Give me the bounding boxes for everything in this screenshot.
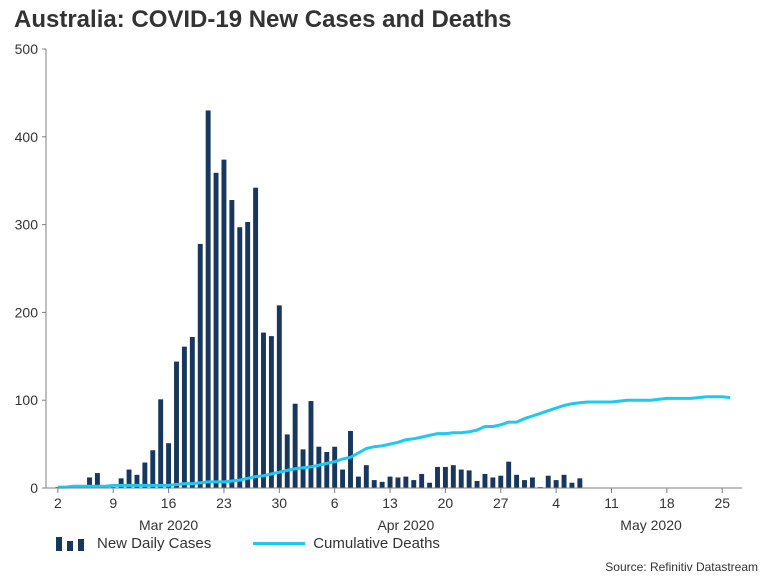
legend-item-deaths: Cumulative Deaths bbox=[253, 535, 440, 552]
y-tick-label: 200 bbox=[15, 304, 39, 320]
cases-bar bbox=[253, 187, 259, 488]
cases-bar bbox=[166, 443, 172, 488]
cases-bar bbox=[87, 477, 92, 488]
cases-bar bbox=[395, 477, 401, 488]
cases-bar bbox=[458, 469, 464, 488]
cases-bar bbox=[229, 200, 235, 489]
cases-bar bbox=[276, 305, 282, 488]
cases-bar bbox=[561, 474, 567, 488]
cases-bar bbox=[529, 477, 535, 488]
cases-bar bbox=[126, 469, 132, 488]
y-tick-label: 400 bbox=[15, 129, 39, 145]
cases-bar bbox=[284, 434, 290, 488]
x-tick-label: 20 bbox=[438, 495, 454, 511]
deaths-line bbox=[57, 395, 731, 489]
x-tick-label: 11 bbox=[604, 495, 619, 511]
cases-bar bbox=[181, 346, 187, 488]
x-axis: 2 9 16 23 30 6 13 20 27 4 11 18 25 Mar 2020 Apr 2020 Ma… bbox=[46, 487, 742, 533]
chart-title: Australia: COVID-19 New Cases and Deaths bbox=[14, 6, 512, 33]
cases-bar bbox=[427, 482, 433, 488]
cases-bar bbox=[442, 466, 448, 488]
cases-bar bbox=[308, 401, 314, 488]
cases-bar bbox=[514, 474, 520, 488]
x-tick-label: 18 bbox=[659, 495, 675, 511]
cases-bar bbox=[205, 110, 211, 489]
bar-series bbox=[55, 110, 583, 489]
cases-bar bbox=[134, 474, 140, 488]
y-axis: 0 100 200 300 400 500 bbox=[15, 41, 47, 496]
cases-bar bbox=[261, 332, 266, 488]
cases-bar bbox=[142, 462, 148, 488]
cases-bar bbox=[545, 475, 551, 488]
cases-bar bbox=[411, 480, 417, 488]
cases-bar bbox=[482, 473, 488, 488]
y-tick-label: 300 bbox=[15, 217, 39, 233]
cases-bar bbox=[355, 476, 361, 488]
cases-bar bbox=[506, 461, 512, 488]
cases-bar bbox=[498, 475, 504, 488]
cases-bar bbox=[268, 336, 274, 488]
month-label: Mar 2020 bbox=[139, 517, 198, 533]
cases-bar bbox=[158, 399, 164, 488]
line-series bbox=[57, 395, 731, 489]
cases-bar bbox=[371, 480, 377, 488]
cases-bar bbox=[553, 480, 559, 488]
cases-bar bbox=[577, 478, 583, 488]
cases-bar bbox=[403, 476, 409, 488]
cases-bar bbox=[245, 221, 251, 488]
cases-bar bbox=[316, 446, 322, 488]
x-tick-label: 23 bbox=[216, 495, 232, 511]
legend-label-cases: New Daily Cases bbox=[97, 535, 212, 552]
cases-bar bbox=[189, 336, 195, 488]
cases-bar bbox=[490, 477, 496, 488]
month-label: Apr 2020 bbox=[377, 517, 434, 533]
cases-bar bbox=[118, 478, 124, 488]
source-note: Source: Refinitiv Datastream bbox=[605, 560, 758, 574]
cases-bar bbox=[237, 227, 243, 488]
cases-bar bbox=[348, 430, 353, 488]
cases-bar bbox=[197, 243, 203, 488]
line-swatch-icon bbox=[253, 542, 306, 545]
cases-bar bbox=[150, 450, 156, 488]
cases-bar bbox=[292, 403, 298, 488]
x-tick-label: 6 bbox=[331, 495, 339, 511]
cases-bar bbox=[569, 482, 575, 488]
month-label: May 2020 bbox=[620, 517, 682, 533]
cases-bar bbox=[332, 446, 338, 488]
cases-bar bbox=[474, 480, 480, 488]
cases-bar bbox=[340, 469, 346, 488]
y-tick-label: 0 bbox=[30, 480, 38, 496]
x-tick-label: 9 bbox=[109, 495, 117, 511]
cases-bar bbox=[221, 159, 227, 489]
cases-bar bbox=[466, 470, 472, 488]
cases-bar bbox=[379, 481, 385, 488]
x-tick-label: 4 bbox=[552, 495, 560, 511]
legend-item-cases: New Daily Cases bbox=[56, 535, 211, 552]
cases-bar bbox=[522, 480, 527, 488]
x-tick-label: 16 bbox=[161, 495, 177, 511]
x-tick-label: 25 bbox=[714, 495, 730, 511]
cases-bar bbox=[450, 465, 456, 488]
y-tick-label: 500 bbox=[15, 41, 39, 57]
legend: New Daily Cases Cumulative Deaths bbox=[56, 535, 482, 552]
bar-swatch-icon bbox=[56, 536, 89, 551]
cases-bar bbox=[419, 473, 425, 488]
x-tick-label: 13 bbox=[382, 495, 398, 511]
y-tick-label: 100 bbox=[15, 392, 39, 408]
cases-bar bbox=[324, 452, 330, 488]
cases-bar bbox=[213, 172, 219, 488]
x-tick-label: 2 bbox=[54, 495, 62, 511]
legend-label-deaths: Cumulative Deaths bbox=[313, 535, 440, 552]
cases-bar bbox=[174, 361, 179, 488]
x-tick-label: 30 bbox=[272, 495, 288, 511]
cases-bar bbox=[435, 466, 440, 488]
cases-bar bbox=[387, 476, 393, 488]
cases-bar bbox=[363, 465, 369, 488]
x-tick-label: 27 bbox=[493, 495, 509, 511]
cases-bar bbox=[94, 473, 100, 488]
